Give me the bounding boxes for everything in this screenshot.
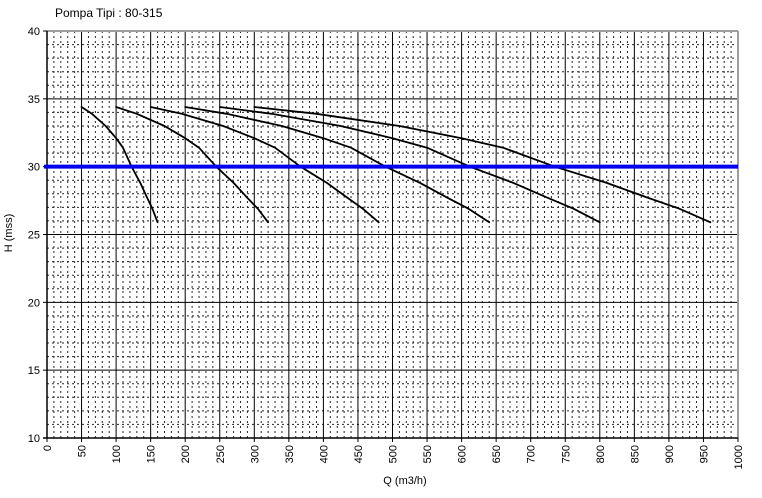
- x-axis-label: Q (m3/h): [383, 475, 426, 487]
- pump-curve-6: [253, 106, 712, 224]
- x-tick-label: 650: [491, 445, 503, 463]
- pump-curve-2: [115, 106, 269, 224]
- x-tick-label: 850: [629, 445, 641, 463]
- x-tick-label: 900: [664, 445, 676, 463]
- x-tick-label: 300: [249, 445, 261, 463]
- x-tick-label: 250: [215, 445, 227, 463]
- x-tick-label: 0: [42, 445, 54, 451]
- x-tick-label: 750: [560, 445, 572, 463]
- pump-curve-5: [218, 106, 601, 224]
- y-tick-label: 10: [28, 433, 40, 445]
- pump-curve-3: [149, 106, 380, 224]
- x-tick-label: 100: [111, 445, 123, 463]
- y-tick-label: 15: [28, 365, 40, 377]
- x-tick-label: 50: [77, 445, 89, 457]
- pump-curve-4: [184, 106, 491, 224]
- x-tick-label: 500: [388, 445, 400, 463]
- x-tick-label: 350: [284, 445, 296, 463]
- x-tick-label: 450: [353, 445, 365, 463]
- x-tick-label: 550: [422, 445, 434, 463]
- x-tick-label: 150: [146, 445, 158, 463]
- x-tick-label: 1000: [733, 445, 745, 469]
- x-tick-label: 700: [526, 445, 538, 463]
- pump-curve-1: [80, 106, 159, 224]
- y-tick-label: 20: [28, 297, 40, 309]
- x-tick-label: 800: [595, 445, 607, 463]
- y-axis-label: H (mss): [3, 214, 15, 253]
- y-tick-label: 25: [28, 230, 40, 242]
- x-tick-label: 400: [318, 445, 330, 463]
- y-tick-label: 35: [28, 94, 40, 106]
- x-tick-label: 950: [698, 445, 710, 463]
- y-tick-label: 30: [28, 162, 40, 174]
- y-tick-label: 40: [28, 26, 40, 38]
- x-tick-label: 200: [180, 445, 192, 463]
- x-tick-label: 600: [457, 445, 469, 463]
- chart-title: Pompa Tipi : 80-315: [55, 6, 163, 20]
